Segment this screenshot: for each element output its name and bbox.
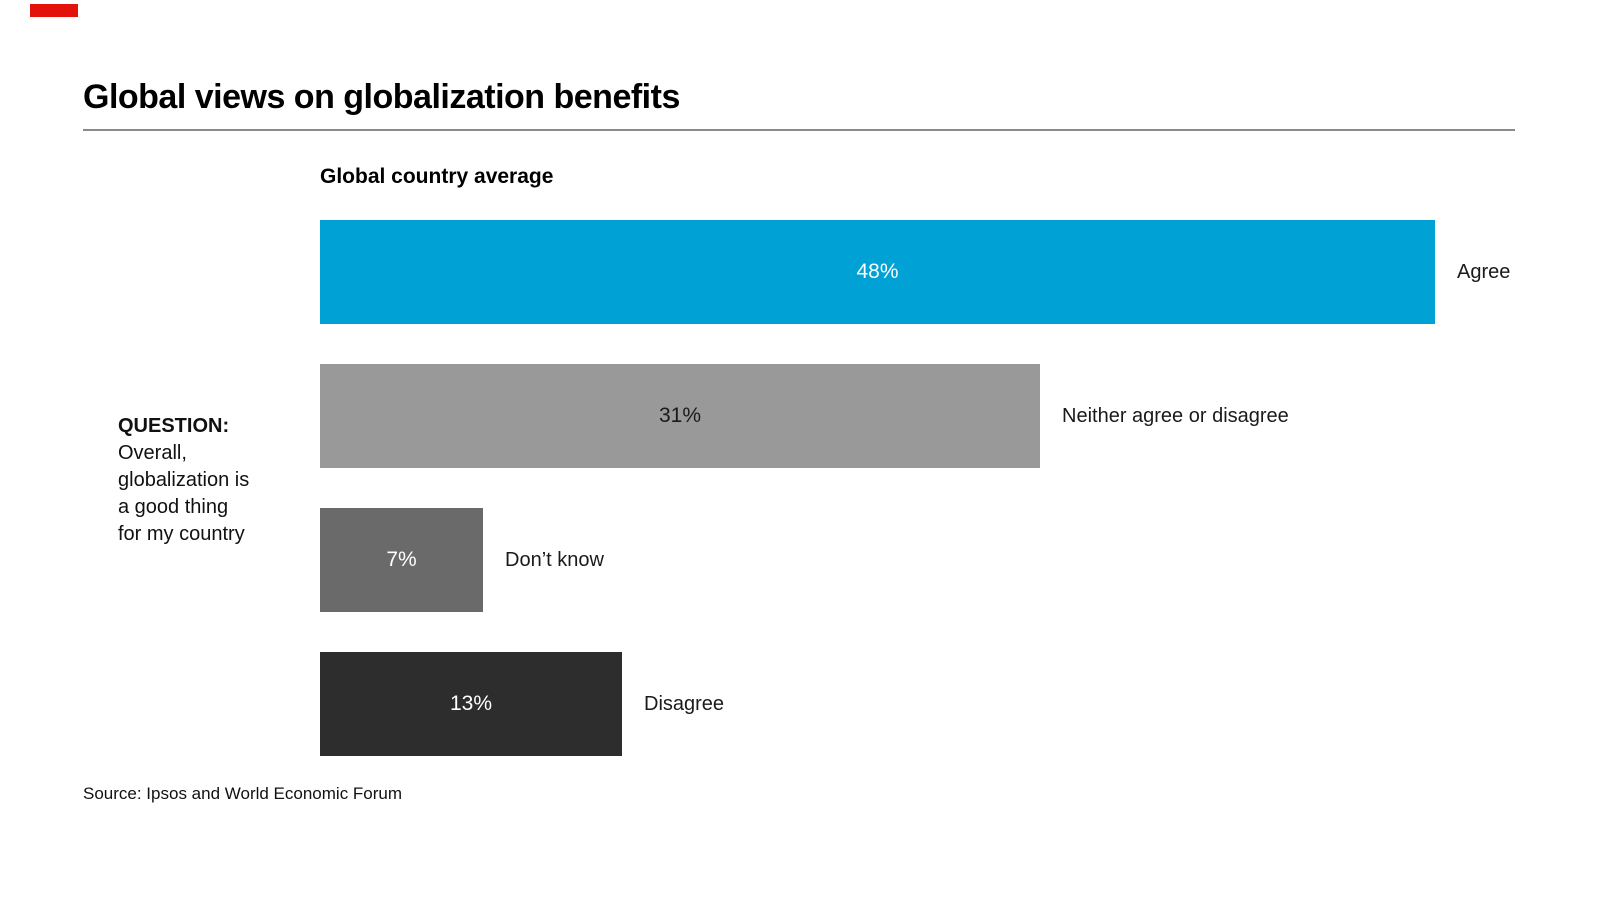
question-block: QUESTION: Overall, globalization is a go…	[118, 413, 249, 548]
category-label-agree: Agree	[1457, 260, 1511, 283]
value-label: 48%	[856, 260, 899, 283]
value-label: 31%	[658, 404, 702, 427]
bar-row-dont-know: 7% Don’t know	[320, 508, 604, 612]
bar-row-disagree: 13% Disagree	[320, 652, 724, 756]
bar-disagree: 13%	[320, 652, 622, 756]
title-divider	[83, 129, 1515, 131]
chart-subtitle: Global country average	[320, 165, 554, 188]
value-label: 7%	[386, 548, 417, 571]
value-label: 13%	[449, 692, 493, 715]
page-title: Global views on globalization benefits	[83, 78, 680, 116]
bar-dont-know: 7%	[320, 508, 483, 612]
bar-row-neither: 31% Neither agree or disagree	[320, 364, 1289, 468]
category-label-neither: Neither agree or disagree	[1062, 404, 1289, 427]
question-line: globalization is	[118, 469, 250, 491]
category-label-disagree: Disagree	[644, 692, 725, 715]
bar-neither: 31%	[320, 364, 1040, 468]
question-line: Overall,	[118, 442, 187, 464]
brand-mark	[30, 4, 78, 17]
question-label: QUESTION:	[118, 415, 230, 437]
source-note: Source: Ipsos and World Economic Forum	[83, 784, 403, 803]
question-line: a good thing	[118, 496, 229, 518]
question-line: for my country	[118, 523, 245, 545]
bar-agree: 48%	[320, 220, 1435, 324]
category-label-dont-know: Don’t know	[505, 548, 604, 571]
bar-row-agree: 48% Agree	[320, 220, 1510, 324]
